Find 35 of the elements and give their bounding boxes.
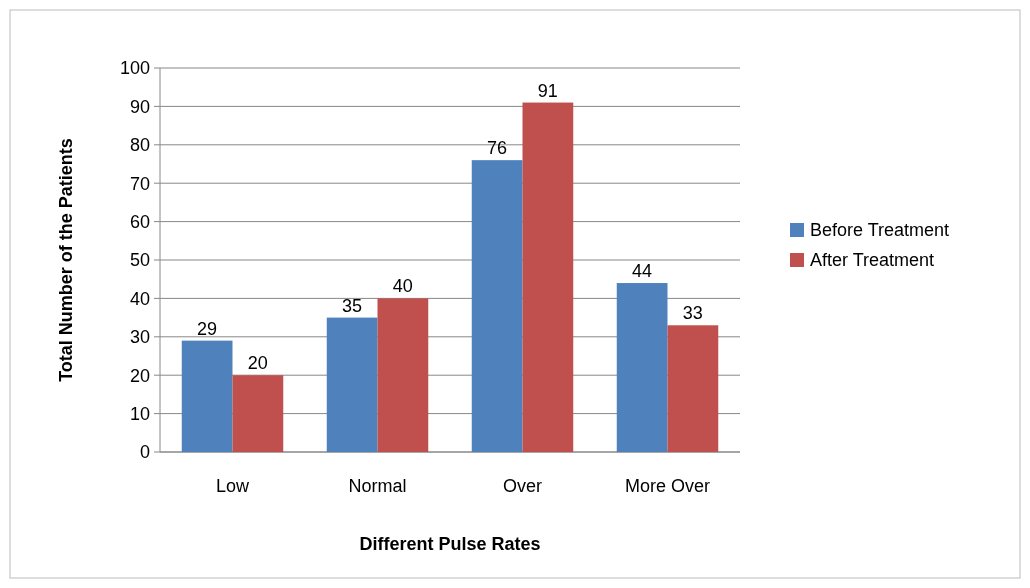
- legend-label: Before Treatment: [810, 220, 950, 241]
- x-tick-label: Over: [502, 476, 543, 496]
- data-label: 40: [392, 276, 413, 297]
- bar: [377, 298, 429, 452]
- x-tick-label: More Over: [624, 476, 711, 496]
- x-tick-label: Low: [215, 476, 251, 496]
- data-label: 29: [197, 318, 218, 339]
- y-tick-label: 100: [119, 58, 150, 79]
- bar: [471, 160, 523, 452]
- y-tick-label: 20: [129, 365, 150, 386]
- data-label: 20: [247, 353, 268, 374]
- bar: [522, 102, 574, 452]
- y-axis-title: Total Number of the Patients: [56, 138, 76, 382]
- data-label: 76: [487, 138, 508, 159]
- y-tick-label: 60: [129, 211, 150, 232]
- data-label: 91: [537, 80, 558, 101]
- legend-label: After Treatment: [810, 250, 935, 271]
- data-label: 35: [342, 295, 363, 316]
- bar: [232, 375, 284, 452]
- bar: [181, 340, 233, 452]
- bar: [616, 283, 668, 452]
- y-tick-label: 50: [129, 250, 150, 271]
- y-tick-label: 40: [129, 288, 150, 309]
- y-tick-label: 70: [129, 173, 150, 194]
- bar: [667, 325, 719, 452]
- y-tick-label: 80: [129, 135, 150, 156]
- x-tick-label: Normal: [348, 476, 407, 496]
- y-tick-label: 10: [129, 403, 150, 424]
- y-tick-label: 30: [129, 327, 150, 348]
- y-tick-label: 0: [139, 442, 150, 463]
- data-label: 44: [632, 261, 653, 282]
- data-label: 33: [682, 303, 703, 324]
- bar: [326, 317, 378, 452]
- x-axis-title: Different Pulse Rates: [359, 534, 541, 554]
- y-tick-label: 90: [129, 96, 150, 117]
